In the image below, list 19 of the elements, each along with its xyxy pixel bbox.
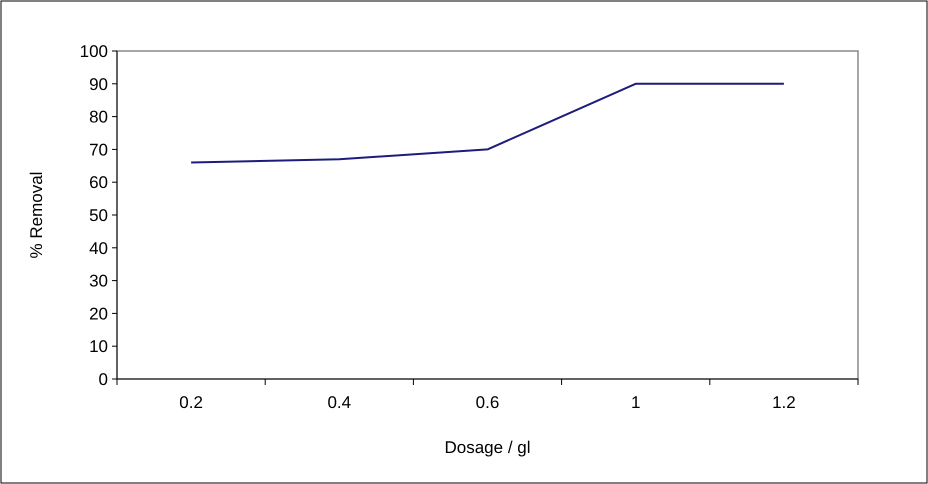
x-axis-title: Dosage / gl: [444, 438, 530, 457]
line-series: [190, 82, 785, 164]
y-tick-label: 80: [89, 108, 108, 127]
y-tick-label: 60: [89, 173, 108, 192]
x-tick-label: 1.2: [772, 393, 796, 412]
y-tick-label: 50: [89, 206, 108, 225]
x-tick-label: 0.2: [179, 393, 203, 412]
y-tick-label: 30: [89, 272, 108, 291]
x-tick-label: 0.4: [327, 393, 352, 412]
y-tick-label: 40: [89, 238, 108, 258]
x-tick-label: 1: [630, 393, 640, 412]
x-tick-label: 0.6: [476, 393, 500, 412]
y-tick-label: 20: [89, 304, 108, 324]
y-tick-label: 10: [89, 337, 108, 356]
y-tick-label: 100: [80, 42, 108, 61]
y-tick-label: 0: [98, 370, 108, 389]
y-tick-label: 90: [89, 74, 108, 94]
y-tick-label: 70: [89, 140, 108, 160]
y-axis-title: % Removal: [27, 172, 46, 258]
